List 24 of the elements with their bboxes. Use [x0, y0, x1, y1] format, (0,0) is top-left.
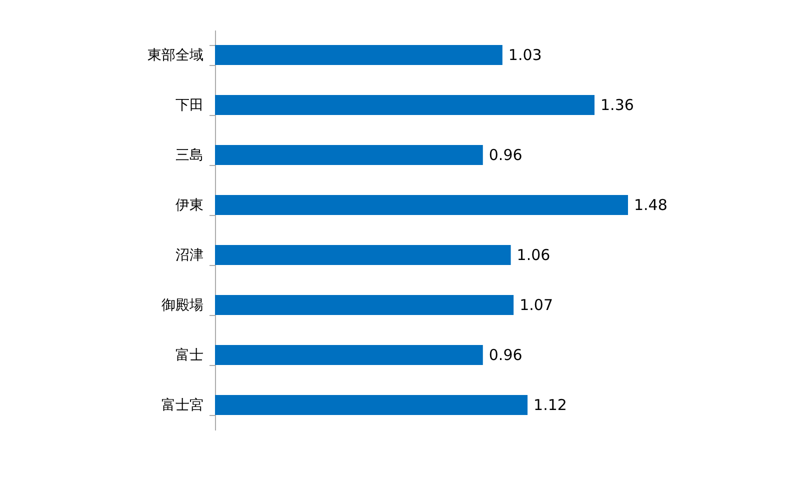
bar: [215, 95, 595, 115]
bar: [215, 145, 483, 165]
y-tick-label: 沼津: [176, 248, 204, 264]
bar: [215, 195, 628, 215]
data-label: 1.06: [516, 246, 550, 264]
data-label: 0.96: [488, 146, 522, 164]
y-tick-label: 富士: [176, 348, 204, 364]
data-label: 1.48: [634, 196, 668, 214]
bar: [215, 345, 483, 365]
y-tick-label: 下田: [176, 98, 204, 114]
y-tick-label: 伊東: [176, 198, 204, 214]
y-tick-label: 富士宮: [162, 398, 204, 414]
data-label: 0.96: [488, 346, 522, 364]
y-tick-label: 東部全域: [148, 48, 204, 64]
y-tick-label: 御殿場: [162, 298, 204, 314]
y-tick-label: 三島: [176, 148, 204, 164]
bar: [215, 395, 528, 415]
data-label: 1.07: [520, 296, 553, 314]
bar: [215, 45, 502, 65]
bar: [215, 245, 511, 265]
data-label: 1.03: [508, 46, 542, 64]
bar: [215, 295, 514, 315]
data-label: 1.36: [600, 96, 634, 114]
data-label: 1.12: [534, 396, 567, 414]
